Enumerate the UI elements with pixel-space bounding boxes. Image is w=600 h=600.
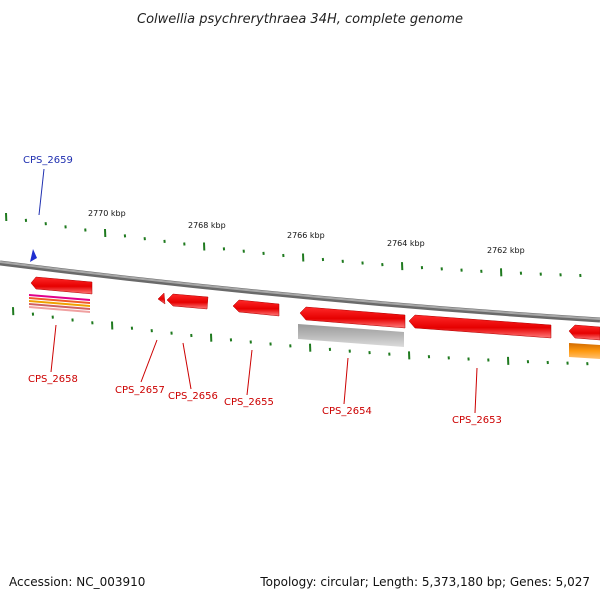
- gene-label-cps-2656[interactable]: CPS_2656: [168, 391, 218, 402]
- scale-label-2770: 2770 kbp: [88, 209, 126, 218]
- gene-feature-cps-2653[interactable]: [408, 314, 552, 339]
- accession-label: Accession: NC_003910: [9, 575, 145, 589]
- gene-feature-cps-2657[interactable]: [157, 292, 166, 305]
- feature-stack-cps-2658[interactable]: [29, 294, 90, 313]
- gene-label-cps-2653[interactable]: CPS_2653: [452, 415, 502, 426]
- genome-backbone: [0, 260, 600, 323]
- gene-label-cps-2654[interactable]: CPS_2654: [322, 406, 372, 417]
- gene-feature-partial-right[interactable]: [568, 324, 600, 341]
- label-leader-lines: [38, 168, 478, 414]
- gene-label-cps-2658[interactable]: CPS_2658: [28, 374, 78, 385]
- gene-label-cps-2659[interactable]: CPS_2659: [23, 155, 73, 166]
- scale-label-2762: 2762 kbp: [487, 246, 525, 255]
- scale-label-2768: 2768 kbp: [188, 221, 226, 230]
- scale-label-2766: 2766 kbp: [287, 231, 325, 240]
- gene-feature-cps-2656[interactable]: [166, 293, 209, 310]
- gene-label-cps-2655[interactable]: CPS_2655: [224, 397, 274, 408]
- gene-feature-cps-2658[interactable]: [30, 276, 93, 295]
- map-title: Colwellia psychrerythraea 34H, complete …: [137, 12, 463, 27]
- gray-feature-cps-2654[interactable]: [298, 324, 404, 347]
- gene-label-cps-2657[interactable]: CPS_2657: [115, 385, 165, 396]
- outer-scale-ticks: [5, 212, 582, 278]
- genome-summary: Topology: circular; Length: 5,373,180 bp…: [259, 575, 590, 589]
- orange-feature-right[interactable]: [569, 343, 600, 359]
- gene-feature-cps-2655[interactable]: [232, 299, 280, 317]
- scale-label-2764: 2764 kbp: [387, 239, 425, 248]
- gene-feature-cps-2659[interactable]: [30, 249, 37, 262]
- gene-feature-cps-2654[interactable]: [299, 306, 406, 329]
- inner-scale-ticks: [12, 307, 589, 366]
